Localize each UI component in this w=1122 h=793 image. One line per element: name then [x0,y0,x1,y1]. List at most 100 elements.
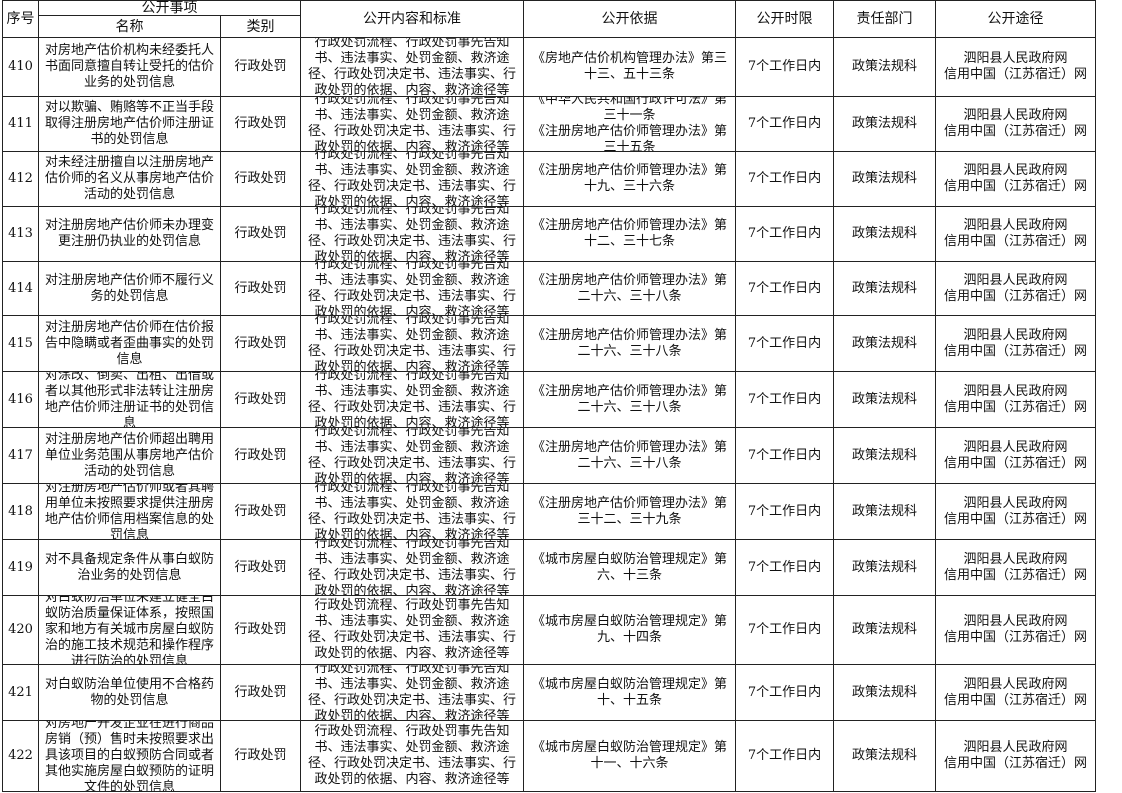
table-row: 420 对白蚁防治单位未建立健全白蚁防治质量保证体系，按照国家和地方有关城市房屋白… [2,595,1096,665]
cell-seq: 420 [2,595,39,665]
content-text: 行政处罚流程、行政处罚事先告知书、违法事实、处罚金额、救济途径、行政处罚决定书、… [307,428,516,483]
header-department-label: 责任部门 [856,11,913,27]
name-text: 对白蚁防治单位使用不合格药物的处罚信息 [44,676,214,708]
cell-department: 政策法规科 [833,539,936,596]
cell-seq: 412 [2,151,39,207]
department-text: 政策法规科 [851,684,917,700]
channel-text: 泗阳县人民政府网 信用中国（江苏宿迁）网 [943,108,1087,139]
cell-name: 对以欺骗、贿赂等不正当手段取得注册房地产估价师注册证书的处罚信息 [38,96,221,152]
name-text: 对注册房地产估价师超出聘用单位业务范围从事房地产估价活动的处罚信息 [44,431,214,479]
cell-content: 行政处罚流程、行政处罚事先告知书、违法事实、处罚金额、救济途径、行政处罚决定书、… [300,539,524,596]
channel-text: 泗阳县人民政府网 信用中国（江苏宿迁）网 [943,439,1087,471]
cell-category: 行政处罚 [220,720,301,792]
basis-text: 《注册房地产估价师管理办法》第二十六、三十八条 [531,383,727,415]
basis-text: 《城市房屋白蚁防治管理规定》第九、十四条 [531,614,727,645]
cell-channel: 泗阳县人民政府网 信用中国（江苏宿迁）网 [935,261,1096,316]
basis-text: 《城市房屋白蚁防治管理规定》第六、十三条 [531,551,727,583]
cell-seq: 411 [2,96,39,152]
cell-department: 政策法规科 [833,483,936,540]
cell-department: 政策法规科 [833,151,936,207]
category-text: 行政处罚 [234,684,287,700]
category-text: 行政处罚 [234,559,287,575]
cell-channel: 泗阳县人民政府网 信用中国（江苏宿迁）网 [935,37,1096,97]
header-department: 责任部门 [833,0,936,38]
cell-channel: 泗阳县人民政府网 信用中国（江苏宿迁）网 [935,483,1096,540]
seq-text: 417 [8,447,33,463]
header-name-label: 名称 [115,18,144,35]
cell-category: 行政处罚 [220,595,301,665]
department-text: 政策法规科 [851,59,917,74]
cell-channel: 泗阳县人民政府网 信用中国（江苏宿迁）网 [935,206,1096,262]
category-text: 行政处罚 [234,116,287,131]
cell-content: 行政处罚流程、行政处罚事先告知书、违法事实、处罚金额、救济途径、行政处罚决定书、… [300,206,524,262]
cell-basis: 《房地产估价机构管理办法》第三十三、五十三条 [523,37,736,97]
channel-text: 泗阳县人民政府网 信用中国（江苏宿迁）网 [943,740,1087,771]
cell-name: 对注册房地产估价师超出聘用单位业务范围从事房地产估价活动的处罚信息 [38,427,221,484]
cell-deadline: 7个工作日内 [735,261,834,316]
seq-text: 420 [8,622,33,637]
content-text: 行政处罚流程、行政处罚事先告知书、违法事实、处罚金额、救济途径、行政处罚决定书、… [307,152,516,206]
header-channel-label: 公开途径 [987,11,1044,27]
cell-name: 对未经注册擅自以注册房地产估价师的名义从事房地产估价活动的处罚信息 [38,151,221,207]
seq-text: 421 [8,684,33,700]
channel-text: 泗阳县人民政府网 信用中国（江苏宿迁）网 [943,676,1087,708]
name-text: 对涂改、倒卖、出租、出借或者以其他形式非法转让注册房地产估价师注册证书的处罚信息 [44,372,214,427]
seq-text: 411 [8,116,33,131]
category-text: 行政处罚 [234,335,287,351]
cell-basis: 《中华人民共和国行政许可法》第三十一条 《注册房地产估价师管理办法》第三十五条 [523,96,736,152]
content-text: 行政处罚流程、行政处罚事先告知书、违法事实、处罚金额、救济途径、行政处罚决定书、… [307,540,516,595]
basis-text: 《注册房地产估价师管理办法》第二十六、三十八条 [531,272,727,304]
cell-category: 行政处罚 [220,371,301,428]
cell-department: 政策法规科 [833,664,936,721]
cell-basis: 《城市房屋白蚁防治管理规定》第九、十四条 [523,595,736,665]
deadline-text: 7个工作日内 [747,684,822,700]
cell-content: 行政处罚流程、行政处罚事先告知书、违法事实、处罚金额、救济途径、行政处罚决定书、… [300,483,524,540]
cell-basis: 《城市房屋白蚁防治管理规定》第十、十五条 [523,664,736,721]
header-basis-label: 公开依据 [601,11,658,27]
basis-text: 《城市房屋白蚁防治管理规定》第十、十五条 [531,676,727,708]
deadline-text: 7个工作日内 [747,503,822,519]
cell-channel: 泗阳县人民政府网 信用中国（江苏宿迁）网 [935,96,1096,152]
cell-basis: 《城市房屋白蚁防治管理规定》第十一、十六条 [523,720,736,792]
seq-text: 410 [8,59,33,74]
department-text: 政策法规科 [851,503,917,519]
deadline-text: 7个工作日内 [747,622,822,637]
category-text: 行政处罚 [234,226,287,241]
cell-department: 政策法规科 [833,96,936,152]
deadline-text: 7个工作日内 [747,116,822,131]
cell-channel: 泗阳县人民政府网 信用中国（江苏宿迁）网 [935,539,1096,596]
cell-department: 政策法规科 [833,315,936,372]
department-text: 政策法规科 [851,335,917,351]
department-text: 政策法规科 [851,447,917,463]
category-text: 行政处罚 [234,280,287,296]
cell-content: 行政处罚流程、行政处罚事先告知书、违法事实、处罚金额、救济途径、行政处罚决定书、… [300,37,524,97]
cell-deadline: 7个工作日内 [735,664,834,721]
header-channel: 公开途径 [935,0,1096,38]
channel-text: 泗阳县人民政府网 信用中国（江苏宿迁）网 [943,551,1087,583]
table-row: 416 对涂改、倒卖、出租、出借或者以其他形式非法转让注册房地产估价师注册证书的处… [2,371,1096,428]
cell-channel: 泗阳县人民政府网 信用中国（江苏宿迁）网 [935,315,1096,372]
name-text: 对注册房地产估价师在估价报告中隐瞒或者歪曲事实的处罚信息 [44,319,214,367]
cell-name: 对注册房地产估价师或者其聘用单位未按照要求提供注册房地产估价师信用档案信息的处罚… [38,483,221,540]
cell-deadline: 7个工作日内 [735,96,834,152]
name-text: 对房地产开发企业在进行商品房销（预）售时未按照要求出具该项目的白蚁预防合同或者其… [44,721,214,791]
department-text: 政策法规科 [851,559,917,575]
cell-category: 行政处罚 [220,37,301,97]
cell-seq: 417 [2,427,39,484]
category-text: 行政处罚 [234,447,287,463]
channel-text: 泗阳县人民政府网 信用中国（江苏宿迁）网 [943,218,1087,249]
seq-text: 412 [8,171,33,186]
table-row: 419 对不具备规定条件从事白蚁防治业务的处罚信息 行政处罚 行政处罚流程、行政处罚事… [2,539,1096,596]
cell-channel: 泗阳县人民政府网 信用中国（江苏宿迁）网 [935,664,1096,721]
content-text: 行政处罚流程、行政处罚事先告知书、违法事实、处罚金额、救济途径、行政处罚决定书、… [307,665,516,720]
cell-basis: 《注册房地产估价师管理办法》第二十六、三十八条 [523,427,736,484]
name-text: 对注册房地产估价师未办理变更注册仍执业的处罚信息 [44,218,214,249]
channel-text: 泗阳县人民政府网 信用中国（江苏宿迁）网 [943,495,1087,527]
department-text: 政策法规科 [851,622,917,637]
seq-text: 413 [8,226,33,241]
header-deadline: 公开时限 [735,0,834,38]
seq-text: 419 [8,559,33,575]
header-content-label: 公开内容和标准 [363,11,461,27]
cell-deadline: 7个工作日内 [735,315,834,372]
header-category: 类别 [220,15,301,38]
